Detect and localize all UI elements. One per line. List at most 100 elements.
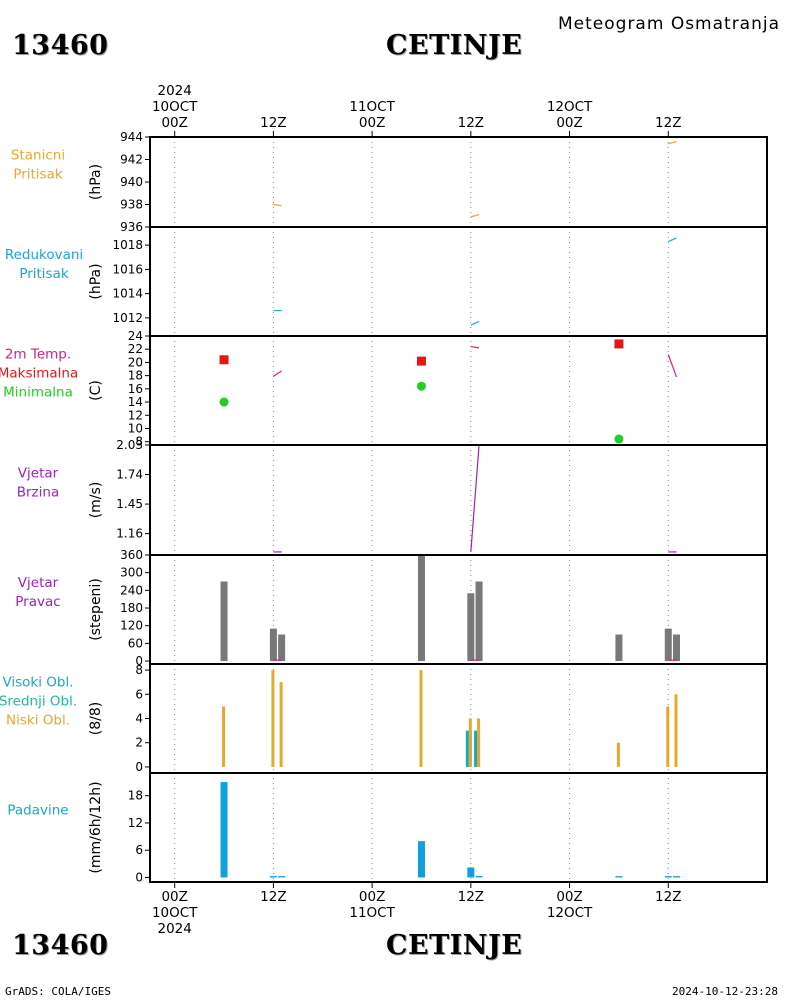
y-tick-label: 12 — [128, 816, 143, 830]
time-label-top: 00Z — [359, 115, 385, 131]
panel-frame — [149, 335, 768, 446]
cloud-bar-high — [474, 730, 478, 767]
y-tick-label: 1016 — [112, 262, 143, 276]
cloud-bar-low — [477, 718, 481, 767]
time-label-bottom: 11OCT — [349, 905, 395, 921]
time-label-bottom: 00Z — [556, 889, 582, 905]
bar — [475, 876, 483, 878]
panel-label: 2m Temp. — [5, 347, 71, 363]
cloud-bar-low — [666, 706, 670, 767]
unit-label: (8/8) — [88, 702, 104, 735]
cloud-bar-low — [222, 706, 226, 767]
y-tick-label: 300 — [120, 566, 143, 580]
y-tick-label: 18 — [128, 369, 143, 383]
y-tick-label: 12 — [128, 408, 143, 422]
time-label-bottom: 12Z — [655, 889, 681, 905]
time-label-top: 12Z — [260, 115, 286, 131]
panel-label: Brzina — [17, 485, 59, 501]
series-segment — [470, 320, 480, 326]
bar — [673, 876, 681, 878]
panel-label: Visoki Obl. — [2, 675, 73, 691]
bar — [269, 628, 277, 662]
unit-label: (stepeni) — [88, 578, 104, 641]
y-tick-label: 8 — [135, 663, 143, 677]
cloud-bar-low — [279, 682, 283, 767]
bar — [278, 634, 286, 662]
series-segment — [273, 370, 282, 377]
y-tick-label: 0 — [135, 870, 143, 884]
unit-label: (hPa) — [88, 164, 104, 200]
y-tick-label: 1.45 — [116, 497, 143, 511]
y-tick-label: 942 — [120, 153, 143, 167]
y-tick-label: 0 — [135, 654, 143, 668]
panel-label: Vjetar — [18, 575, 59, 591]
cloud-bar-low — [616, 742, 620, 767]
bar — [467, 593, 475, 662]
station-id-top: 13460 — [12, 30, 109, 61]
cloud-bar-low — [468, 718, 472, 767]
y-tick-label: 936 — [120, 220, 143, 234]
series-segment — [667, 354, 678, 378]
y-tick-label: 18 — [128, 789, 143, 803]
panel-frame — [149, 772, 768, 883]
cloud-bar-low — [419, 670, 423, 767]
time-label-top: 00Z — [161, 115, 187, 131]
panel-label: Stanicni — [11, 148, 65, 164]
bar — [615, 634, 623, 662]
bar — [417, 555, 425, 662]
bar — [615, 876, 623, 878]
series-segment — [470, 345, 480, 349]
panel-label: Pritisak — [19, 266, 69, 282]
bar — [475, 581, 483, 662]
time-label-bottom: 00Z — [161, 889, 187, 905]
time-label-bottom: 12Z — [260, 889, 286, 905]
y-tick-label: 6 — [135, 687, 143, 701]
panel-label: Minimalna — [3, 385, 73, 401]
time-label-top: 12Z — [458, 115, 484, 131]
bar — [417, 841, 425, 878]
max-temp-marker — [614, 339, 624, 349]
bar — [269, 876, 277, 878]
time-label-top: 12OCT — [547, 99, 593, 115]
panel-label: Maksimalna — [0, 366, 78, 382]
y-tick-label: 2.03 — [116, 438, 143, 452]
station-name-top: CETINJE — [386, 30, 523, 61]
bar — [664, 876, 672, 878]
footer-credit: GrADS: COLA/IGES — [5, 985, 111, 998]
y-tick-label: 180 — [120, 601, 143, 615]
unit-label: (m/s) — [88, 482, 104, 519]
y-tick-label: 360 — [120, 548, 143, 562]
series-segment — [668, 237, 677, 243]
panel-frame — [149, 226, 768, 337]
bar — [278, 876, 286, 878]
panel-frame — [149, 136, 768, 228]
y-tick-label: 1012 — [112, 311, 143, 325]
y-tick-label: 938 — [120, 198, 143, 212]
unit-label: (hPa) — [88, 263, 104, 299]
time-label-top: 10OCT — [152, 99, 198, 115]
y-tick-label: 6 — [135, 843, 143, 857]
y-tick-label: 20 — [128, 355, 143, 369]
y-tick-label: 22 — [128, 342, 143, 356]
y-tick-label: 4 — [135, 712, 143, 726]
min-temp-marker — [219, 397, 229, 407]
time-label-top: 11OCT — [349, 99, 395, 115]
series-segment — [470, 214, 480, 218]
time-label-bottom: 12Z — [458, 889, 484, 905]
max-temp-marker — [219, 355, 229, 365]
y-tick-label: 10 — [128, 421, 143, 435]
panel-label: Redukovani — [5, 247, 83, 263]
bar — [664, 628, 672, 662]
time-label-bottom: 00Z — [359, 889, 385, 905]
y-tick-label: 24 — [128, 329, 143, 343]
y-tick-label: 944 — [120, 130, 143, 144]
min-temp-marker — [416, 381, 426, 391]
cloud-bar-low — [271, 670, 275, 767]
series-segment — [470, 444, 480, 552]
bar — [220, 581, 228, 662]
time-label-bottom: 10OCT — [152, 905, 198, 921]
y-tick-label: 240 — [120, 583, 143, 597]
station-id-bottom: 13460 — [12, 930, 109, 961]
panel-label: Pritisak — [13, 167, 63, 183]
